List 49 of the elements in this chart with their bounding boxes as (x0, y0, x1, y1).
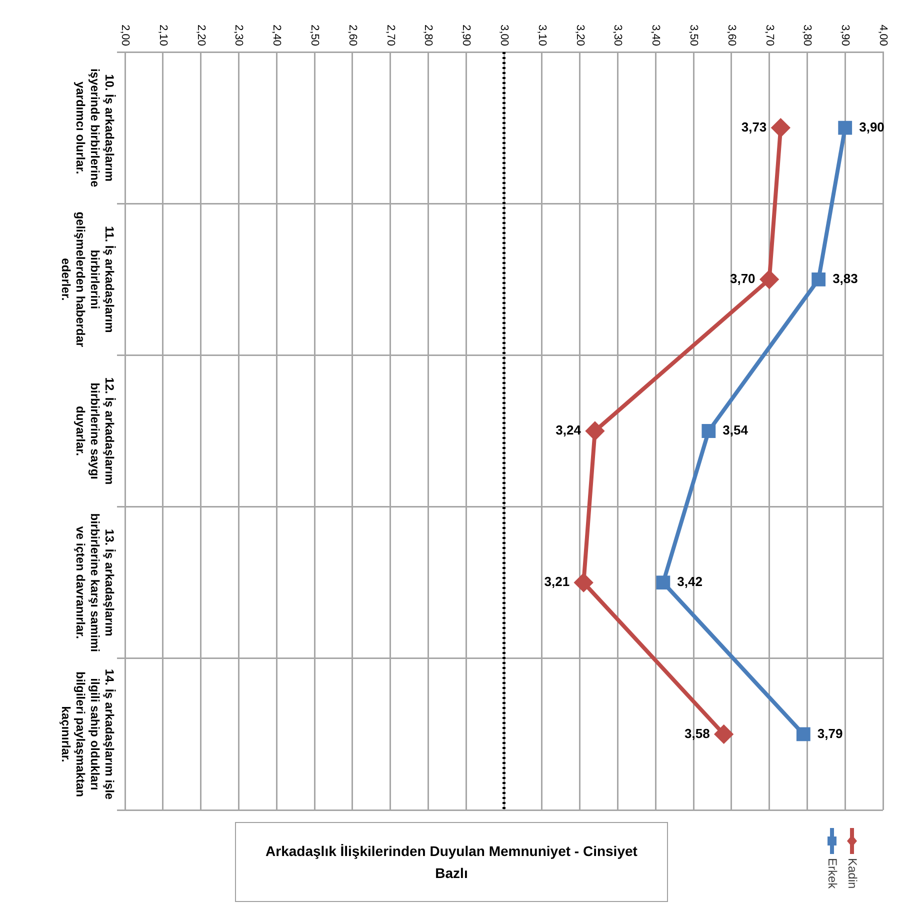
x-tick-label: 2,60 (346, 24, 358, 46)
x-tick-label: 3,60 (725, 24, 738, 46)
data-label: 3,54 (722, 422, 749, 438)
x-tick-label: 2,10 (156, 24, 169, 46)
x-tick-label: 3,10 (536, 24, 548, 46)
data-label: 3,73 (741, 119, 767, 134)
x-tick-label: 2,80 (422, 24, 434, 46)
text: Arkadaşlık İlişkilerinden Duyulan Memnuniyet - Cinsiyet Bazlı (235, 822, 668, 902)
x-tick-label: 2,20 (194, 24, 207, 46)
y-tick-label: 12. İş arkadaşlarım birbirlerine saygı duyarlar. (74, 377, 117, 485)
data-label: 3,90 (859, 119, 884, 134)
x-tick-label: 2,70 (384, 24, 396, 46)
data-label: 3,70 (730, 270, 756, 286)
data-label: 3,24 (556, 422, 582, 438)
point (838, 120, 852, 135)
y-tick-label: 11. İş arkadaşlarım birbirlerini gelişmelerden haberdar ederler. (59, 212, 117, 348)
point (586, 422, 604, 440)
data-label: 3,83 (832, 270, 858, 286)
y-tick-label: 14. İş arkadaşlarım işle ilgili sahip oldukları bilgileri paylaşmaktan kaçınırlar. (59, 668, 117, 800)
point (760, 270, 778, 288)
x-tick-label: 3,00 (498, 24, 510, 46)
x-tick-label: 4,00 (876, 24, 889, 46)
x-tick-label: 2,50 (308, 24, 320, 46)
point (702, 424, 716, 438)
data-label: 3,58 (684, 726, 710, 741)
point (772, 118, 790, 137)
x-tick-label: 2,30 (232, 24, 245, 46)
point (812, 272, 826, 286)
x-tick-label: 3,90 (839, 24, 852, 46)
y-tick-label: 13. İş arkadaşlarım birbirlerine karşı samimi ve içten davranırlar. (74, 513, 117, 652)
x-tick-label: 3,40 (650, 24, 662, 46)
x-tick-label: 3,50 (687, 24, 700, 46)
x-tick-label: 2,00 (118, 24, 131, 46)
x-tick-label: 3,70 (763, 24, 776, 46)
x-tick-label: 3,80 (801, 24, 814, 46)
data-label: 3,79 (817, 726, 843, 741)
point (574, 574, 593, 592)
x-tick-label: 3,30 (612, 24, 624, 46)
data-label: 3,42 (677, 574, 702, 590)
point (796, 727, 810, 742)
legend-label: Erkek (826, 858, 840, 890)
point (656, 576, 670, 590)
legend-label: Kadin (846, 858, 860, 889)
x-tick-label: 3,20 (574, 24, 586, 46)
point (714, 725, 733, 744)
y-tick-label: 10. İş arkadaşlarım işyerinde birbirlerine yardımcı olurlar. (74, 68, 117, 188)
x-tick-label: 2,90 (460, 24, 472, 46)
data-label: 3,21 (544, 574, 570, 590)
x-tick-label: 2,40 (270, 24, 283, 46)
